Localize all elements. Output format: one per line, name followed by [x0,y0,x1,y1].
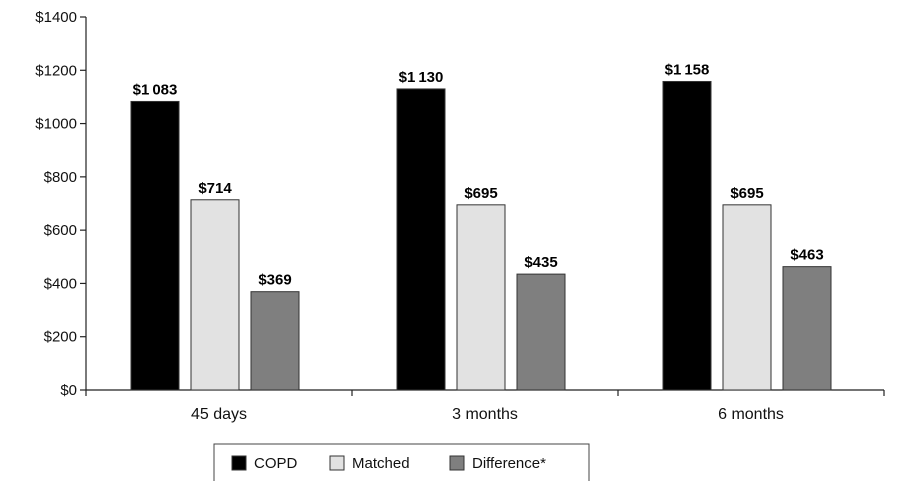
legend-label-difference: Difference* [472,455,546,472]
y-tick-label: $600 [44,222,77,239]
legend-box [213,443,590,481]
legend-label-copd: COPD [254,455,298,472]
bar-copd-6-months [662,80,712,391]
data-labels: $1 083 $714 $369 $1 130 $695 $435 $1 158 $695 $4… [133,61,824,288]
y-axis: $0 $200 $400 $600 $800 $1000 $1200 $1400 [35,9,87,399]
data-label-matched-6-months: $695 [730,185,763,202]
bar-copd-45-days [130,100,180,391]
data-label-difference-3-months: $435 [524,254,557,271]
y-tick-label: $200 [44,329,77,346]
legend-swatch-matched [329,455,345,471]
x-tick-label: 6 months [718,406,784,423]
y-tick-label: $1000 [35,116,77,133]
y-tick-label: $1200 [35,62,77,79]
legend-label-matched: Matched [352,455,410,472]
bars [130,80,832,391]
bar-matched-3-months [456,204,506,391]
data-label-difference-6-months: $463 [790,247,823,264]
y-tick-label: $800 [44,169,77,186]
x-tick-label: 45 days [191,406,247,423]
x-axis: 45 days 3 months 6 months [85,389,885,423]
data-label-matched-3-months: $695 [464,185,497,202]
bar-difference-45-days [250,291,300,391]
y-tick-label: $400 [44,275,77,292]
data-label-difference-45-days: $369 [258,272,291,289]
data-label-copd-6-months: $1 158 [665,61,710,78]
legend: COPD Matched Difference* [213,443,590,481]
data-label-copd-45-days: $1 083 [133,81,178,98]
data-label-copd-3-months: $1 130 [399,69,444,86]
x-tick-label: 3 months [452,406,518,423]
bar-difference-3-months [516,273,566,391]
bar-matched-45-days [190,199,240,391]
bar-copd-3-months [396,88,446,391]
legend-swatch-difference [449,455,465,471]
bar-matched-6-months [722,204,772,391]
data-label-matched-45-days: $714 [198,180,232,197]
bar-difference-6-months [782,266,832,391]
y-tick-label: $0 [60,382,77,399]
y-tick-label: $1400 [35,9,77,26]
legend-swatch-copd [231,455,247,471]
